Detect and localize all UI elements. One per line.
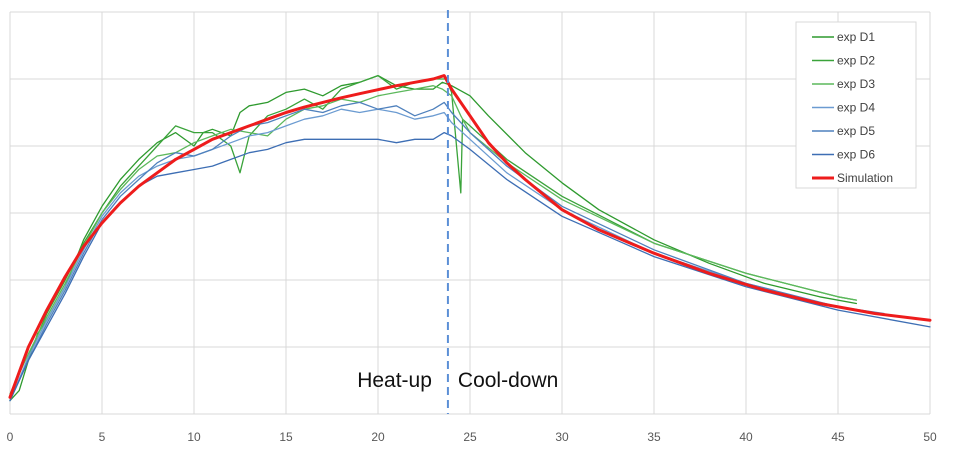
series-line-simulation <box>8 74 932 399</box>
x-tick-label: 30 <box>555 430 569 444</box>
x-tick-label: 15 <box>279 430 293 444</box>
x-tick-label: 45 <box>831 430 845 444</box>
x-tick-label: 20 <box>371 430 385 444</box>
legend-label: exp D1 <box>837 30 875 44</box>
legend-label: exp D3 <box>837 77 875 91</box>
series-line-exp-d3 <box>9 85 858 395</box>
legend-label: exp D4 <box>837 101 875 115</box>
legend-box <box>795 21 917 189</box>
legend-items: exp D1 exp D2 exp D3 exp D4 exp D5 exp D6 Simu… <box>812 30 893 185</box>
legend-label: exp D5 <box>837 124 875 138</box>
series-line-exp-d4 <box>9 108 775 402</box>
series-line-exp-d1 <box>9 74 858 402</box>
series-line-exp-d2 <box>9 74 858 398</box>
cool-down-label: Cool-down <box>458 369 558 392</box>
series-line-exp-d5 <box>9 101 885 402</box>
heat-up-label: Heat-up <box>357 369 432 392</box>
x-tick-label: 40 <box>739 430 753 444</box>
series-lines <box>8 74 932 402</box>
legend-label: exp D2 <box>837 54 875 68</box>
gridlines <box>9 11 931 415</box>
x-tick-label: 0 <box>7 430 14 444</box>
legend-label: Simulation <box>837 171 893 185</box>
x-tick-label: 5 <box>99 430 106 444</box>
legend: exp D1 exp D2 exp D3 exp D4 exp D5 exp D6 Simu… <box>795 21 917 189</box>
x-tick-label: 25 <box>463 430 477 444</box>
x-tick-label: 50 <box>923 430 937 444</box>
x-tick-labels: 0 5 10 15 20 25 30 35 40 45 50 <box>7 430 937 444</box>
x-tick-label: 10 <box>187 430 201 444</box>
legend-label: exp D6 <box>837 148 875 162</box>
x-tick-label: 35 <box>647 430 661 444</box>
